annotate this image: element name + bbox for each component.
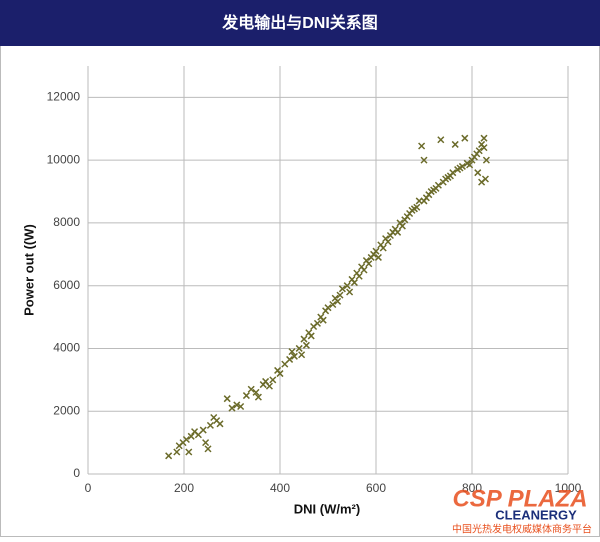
point [434,181,442,189]
point [475,147,483,155]
point [269,376,277,384]
y-tick-label: 10000 [47,152,81,166]
point [298,351,306,359]
point [216,420,224,428]
point [202,439,210,447]
point [374,253,382,261]
point [242,392,250,400]
point [474,169,482,177]
point [482,156,490,164]
x-tick-label: 1000 [555,481,582,495]
point [365,260,373,268]
point [478,178,486,186]
point [165,452,173,460]
watermark-logo: CSP PLAZA [452,485,587,512]
point [480,134,488,142]
point [384,238,392,246]
y-axis-label: Power out ((W) [21,224,36,316]
point [199,426,207,434]
y-tick-label: 4000 [53,341,80,355]
y-tick-label: 12000 [47,90,81,104]
point [334,297,342,305]
x-tick-label: 0 [85,481,92,495]
watermark-brand: CLEANERGY [495,507,577,522]
point [247,385,255,393]
point [413,203,421,211]
x-tick-label: 200 [174,481,194,495]
y-tick-label: 8000 [53,215,80,229]
point [173,448,181,456]
x-tick-label: 600 [366,481,386,495]
point [228,404,236,412]
point [254,393,262,401]
point [418,142,426,150]
title-bar [0,0,600,46]
point [466,161,474,169]
point [343,282,351,290]
watermark-slogan: 中国光热发电权威媒体商务平台 [452,523,592,536]
point [187,432,195,440]
point [355,272,363,280]
point [338,285,346,293]
point [379,244,387,252]
point [329,300,337,309]
point [313,319,321,327]
x-axis-label: DNI (W/m²) [294,501,360,516]
point [437,136,445,144]
point [319,316,327,324]
point [372,247,380,255]
x-tick-label: 800 [462,481,482,495]
point [302,341,310,349]
chart-title: 发电输出与DNI关系图 [221,13,378,32]
x-tick-label: 400 [270,481,290,495]
point [233,401,241,409]
point [185,448,193,456]
point [300,335,308,343]
point [252,388,260,396]
point [295,344,303,352]
point [288,348,296,356]
point [204,445,212,453]
point [206,421,214,429]
point [336,291,344,299]
point [307,332,315,340]
y-tick-label: 6000 [53,278,80,292]
point [398,222,406,230]
y-tick-label: 2000 [53,403,80,417]
point [290,352,298,360]
point [237,402,245,411]
point [223,395,231,403]
point [394,228,402,236]
point [324,304,332,312]
point [276,370,284,378]
point [449,169,457,177]
point [286,355,294,363]
point [182,435,190,444]
point [346,288,354,296]
point [265,382,273,390]
point [420,156,428,164]
y-tick-label: 0 [73,466,80,480]
point [461,134,469,142]
point [360,266,368,274]
point [458,162,466,170]
point [350,279,358,287]
point [451,140,459,148]
point [480,144,488,152]
